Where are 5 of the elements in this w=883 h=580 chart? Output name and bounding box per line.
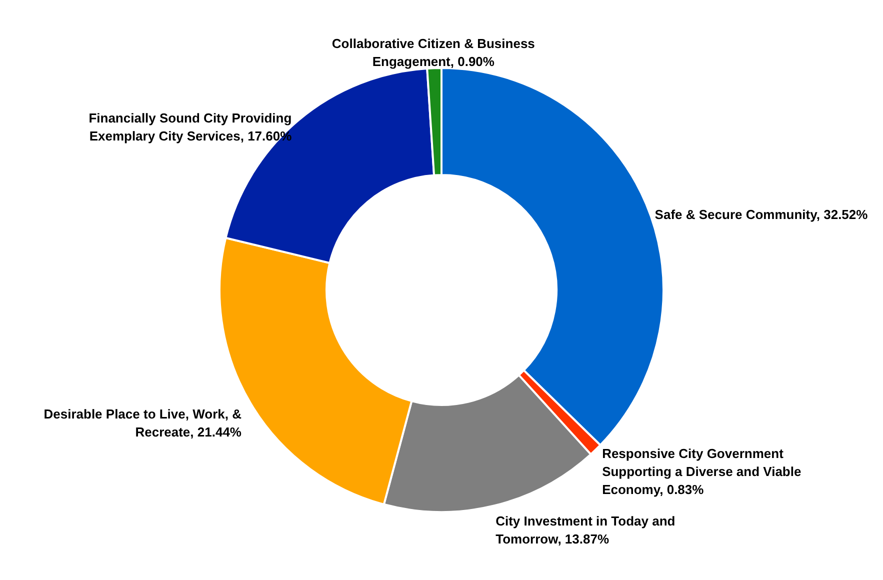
slice-label: Desirable Place to Live, Work, & Recreate, 21.44%: [44, 406, 242, 440]
slice-label: Responsive City Government Supporting a Diverse and Viable Economy, 0.83%: [602, 446, 802, 497]
slice-label: City Investment in Today and Tomorrow, 13.87%: [496, 513, 676, 546]
slice-label: Safe & Secure Community, 32.52%: [654, 206, 868, 222]
slice-label: Collaborative Citizen & Business Engagement, 0.90%: [332, 36, 535, 70]
